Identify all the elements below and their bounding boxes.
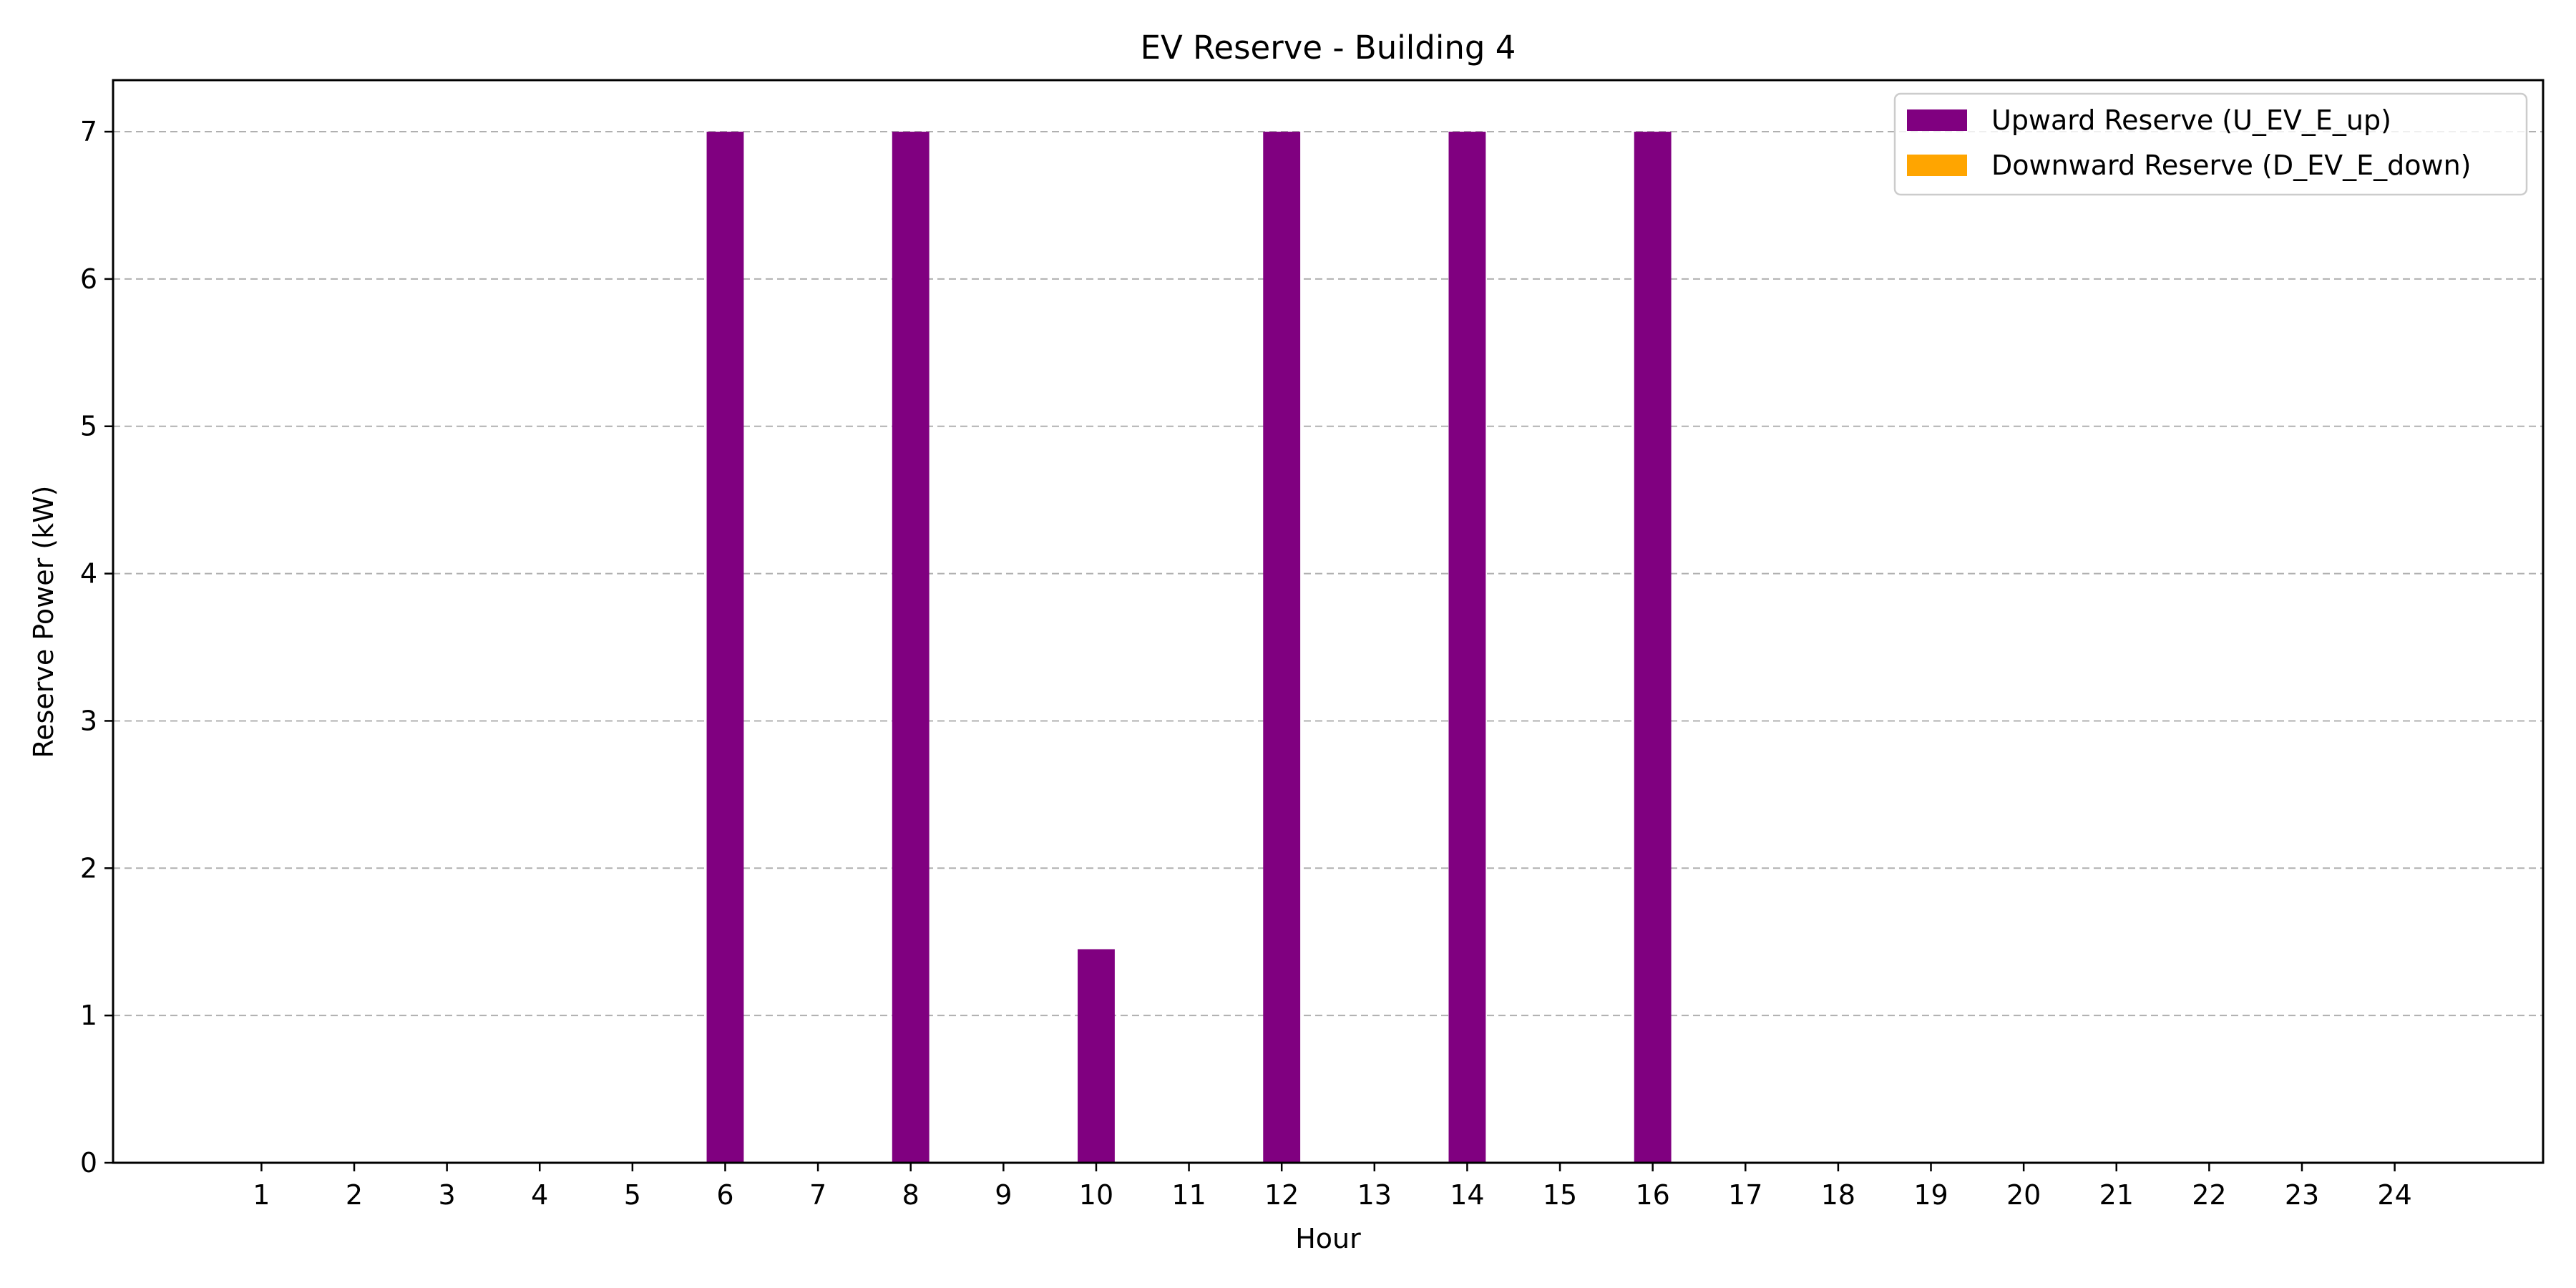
legend: Upward Reserve (U_EV_E_up) Downward Rese…	[1893, 92, 2528, 196]
x-tick-label: 3	[439, 1179, 456, 1211]
x-axis-label: Hour	[1295, 1223, 1361, 1254]
bar-upward-hour-6	[706, 132, 744, 1163]
x-tick-label: 18	[1821, 1179, 1855, 1211]
y-axis-label: Reserve Power (kW)	[28, 485, 59, 758]
x-tick-label: 5	[624, 1179, 641, 1211]
bar-upward-hour-16	[1634, 132, 1672, 1163]
legend-swatch-downward	[1907, 155, 1967, 176]
legend-label-upward: Upward Reserve (U_EV_E_up)	[1991, 104, 2391, 136]
bars	[706, 132, 1672, 1163]
x-tick-label: 21	[2099, 1179, 2134, 1211]
x-tick-label: 15	[1543, 1179, 1577, 1211]
x-tick-label: 20	[2006, 1179, 2041, 1211]
y-tick-label: 1	[80, 1000, 97, 1031]
bar-upward-hour-14	[1448, 132, 1486, 1163]
x-tick-label: 10	[1079, 1179, 1113, 1211]
x-tick-label: 1	[253, 1179, 270, 1211]
x-tick-label: 2	[346, 1179, 363, 1211]
x-tick-label: 7	[809, 1179, 826, 1211]
bar-upward-hour-8	[892, 132, 930, 1163]
legend-label-downward: Downward Reserve (D_EV_E_down)	[1991, 150, 2471, 181]
x-tick-label: 9	[995, 1179, 1012, 1211]
y-tick-label: 2	[80, 852, 97, 884]
x-tick-label: 24	[2377, 1179, 2411, 1211]
y-tick-label: 6	[80, 263, 97, 295]
y-tick-label: 5	[80, 411, 97, 442]
y-tick-label: 3	[80, 705, 97, 736]
bar-upward-hour-12	[1263, 132, 1301, 1163]
x-tick-label: 14	[1450, 1179, 1484, 1211]
x-tick-label: 11	[1171, 1179, 1206, 1211]
plot-frame	[112, 79, 2545, 1164]
x-tick-label: 23	[2285, 1179, 2319, 1211]
y-tick-label: 7	[80, 116, 97, 147]
x-tick-label: 17	[1728, 1179, 1762, 1211]
chart-title: EV Reserve - Building 4	[1141, 29, 1516, 67]
x-tick-label: 4	[531, 1179, 548, 1211]
gridlines	[113, 131, 2543, 1017]
x-tick-label: 19	[1913, 1179, 1948, 1211]
x-tick-label: 13	[1357, 1179, 1392, 1211]
x-tick-label: 16	[1635, 1179, 1669, 1211]
y-tick-label: 4	[80, 558, 97, 590]
x-tick-label: 6	[716, 1179, 733, 1211]
legend-box	[1893, 92, 2528, 196]
x-axis-ticks: 1 2 3 4 5 6 7 8 9 10 11 12 13 14 15 16 17 18 19 20 21 22 23 24	[253, 1163, 2412, 1211]
x-tick-label: 12	[1264, 1179, 1299, 1211]
y-axis-ticks: 0 1 2 3 4 5 6 7	[80, 116, 113, 1179]
y-tick-label: 0	[80, 1147, 97, 1179]
x-tick-label: 8	[902, 1179, 919, 1211]
legend-swatch-upward	[1907, 109, 1967, 131]
x-tick-label: 22	[2192, 1179, 2226, 1211]
bar-upward-hour-10	[1078, 949, 1115, 1163]
